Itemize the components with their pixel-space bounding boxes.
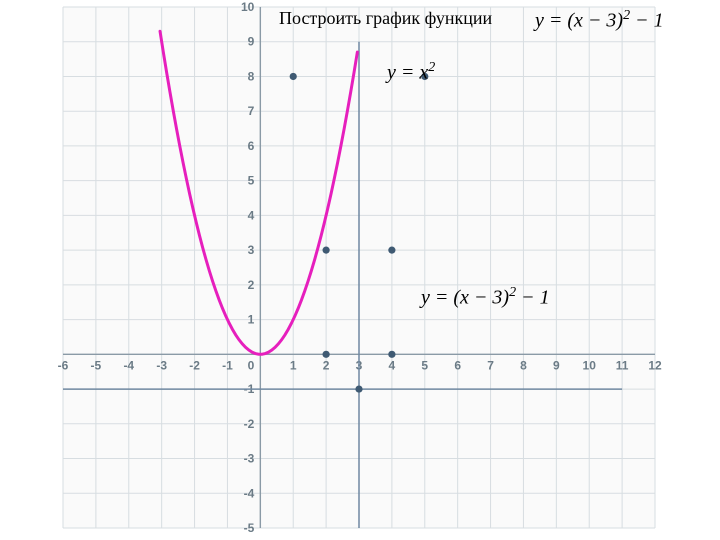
svg-text:0: 0 (248, 358, 255, 372)
svg-text:1: 1 (248, 313, 255, 327)
svg-text:-3: -3 (244, 452, 255, 466)
svg-text:9: 9 (553, 358, 560, 372)
svg-text:-4: -4 (244, 486, 255, 500)
svg-text:-1: -1 (222, 358, 233, 372)
svg-text:8: 8 (248, 69, 255, 83)
svg-text:2: 2 (248, 278, 255, 292)
svg-text:6: 6 (248, 139, 255, 153)
svg-text:-6: -6 (58, 358, 69, 372)
formula-y-equals-x-squared: y = x2 (387, 60, 435, 85)
svg-text:8: 8 (520, 358, 527, 372)
svg-text:-2: -2 (244, 417, 255, 431)
svg-text:2: 2 (323, 358, 330, 372)
svg-text:6: 6 (454, 358, 461, 372)
svg-text:5: 5 (421, 358, 428, 372)
formula-title: y = (x − 3)2 − 1 (535, 8, 664, 33)
svg-text:1: 1 (290, 358, 297, 372)
svg-text:-5: -5 (91, 358, 102, 372)
formula-y-equals-x-minus-3-squared-minus-1: y = (x − 3)2 − 1 (421, 285, 550, 310)
svg-text:10: 10 (241, 0, 255, 14)
svg-text:5: 5 (248, 174, 255, 188)
svg-text:12: 12 (648, 358, 662, 372)
svg-text:-2: -2 (189, 358, 200, 372)
svg-text:4: 4 (389, 358, 396, 372)
svg-text:11: 11 (616, 358, 629, 372)
chart-stage: -6-5-4-3-2-1123456789101112-5-4-3-2-1123… (0, 0, 720, 540)
svg-text:-3: -3 (156, 358, 167, 372)
svg-text:9: 9 (248, 35, 255, 49)
svg-text:7: 7 (248, 104, 255, 118)
page-title: Построить график функции (279, 8, 492, 29)
svg-text:10: 10 (583, 358, 597, 372)
svg-text:-5: -5 (244, 521, 255, 535)
coordinate-plane: -6-5-4-3-2-1123456789101112-5-4-3-2-1123… (0, 0, 720, 540)
svg-text:3: 3 (248, 243, 255, 257)
svg-text:4: 4 (248, 208, 255, 222)
svg-text:-4: -4 (123, 358, 134, 372)
svg-text:7: 7 (487, 358, 494, 372)
